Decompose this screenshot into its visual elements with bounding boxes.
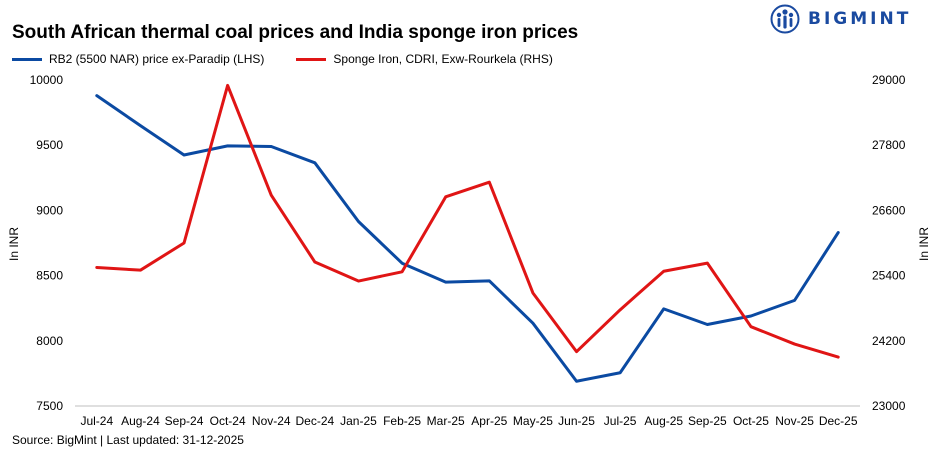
x-tick-label: May-25 [513,414,553,428]
data-point-sponge-iron [749,325,753,328]
x-tick-label: Nov-25 [775,414,814,428]
data-point-sponge-iron [357,279,360,283]
data-point-coal [575,380,578,383]
data-point-sponge-iron [182,241,186,245]
left-axis: 7500 8000 8500 9000 9500 10000 [30,73,64,413]
legend-item-coal: RB2 (5500 NAR) price ex-Paradip (LHS) [12,52,264,66]
data-point-sponge-iron [400,270,404,273]
y-tick-label-right: 29000 [872,73,906,87]
data-point-coal [357,220,360,223]
data-point-coal [531,321,535,325]
y-tick-label-left: 7500 [36,399,63,413]
x-tick-label: Jan-25 [340,414,377,428]
brand-logo: BIGMINT [770,4,911,34]
x-tick-label: Feb-25 [383,414,421,428]
y-tick-label-left: 8500 [36,269,63,283]
data-point-coal [95,94,99,97]
data-point-coal [793,299,796,302]
chart-title: South African thermal coal prices and In… [12,22,579,43]
x-tick-label: Aug-24 [121,414,160,428]
x-tick-label: Jul-25 [604,414,637,428]
data-point-sponge-iron [488,180,491,184]
data-point-sponge-iron [836,355,840,359]
legend-label-sponge-iron: Sponge Iron, CDRI, Exw-Rourkela (RHS) [333,52,553,66]
data-point-coal [749,314,753,318]
x-tick-label: Apr-25 [471,414,507,428]
data-point-coal [270,145,273,148]
y-tick-label-right: 23000 [872,399,906,413]
data-point-sponge-iron [662,270,665,273]
y-tick-label-left: 8000 [36,334,63,348]
y-tick-label-right: 26600 [872,203,906,217]
source-note: Source: BigMint | Last updated: 31-12-20… [12,433,244,447]
data-point-coal [313,161,317,165]
x-tick-label: Dec-24 [296,414,335,428]
bigmint-logo-icon [770,4,800,34]
data-point-coal [706,323,709,326]
data-point-sponge-iron [531,291,535,295]
data-point-coal [400,262,404,265]
x-tick-label: Sep-25 [688,414,727,428]
x-tick-label: Jul-24 [80,414,113,428]
x-tick-label: Oct-25 [733,414,769,428]
data-point-sponge-iron [95,266,99,269]
y-tick-label-right: 27800 [872,138,906,152]
x-tick-label: Oct-24 [210,414,246,428]
chart-legend: RB2 (5500 NAR) price ex-Paradip (LHS) Sp… [12,52,585,66]
data-point-sponge-iron [575,350,578,353]
x-tick-label: Jun-25 [558,414,595,428]
data-point-sponge-iron [444,195,447,199]
y-axis-title-right: In INR [917,227,931,261]
data-point-coal [618,371,622,374]
y-tick-label-left: 10000 [30,73,64,87]
data-point-sponge-iron [270,193,273,197]
x-tick-label: Dec-25 [819,414,858,428]
data-point-sponge-iron [313,260,317,264]
data-point-coal [139,124,142,127]
x-tick-label: Sep-24 [165,414,204,428]
right-axis: 23000 24200 25400 26600 27800 29000 [872,73,906,413]
x-tick-label: Aug-25 [644,414,683,428]
y-tick-label-left: 9500 [36,138,63,152]
legend-swatch-sponge-iron [296,57,327,61]
data-point-sponge-iron [226,84,229,87]
data-point-coal [836,231,840,234]
data-point-sponge-iron [139,268,142,272]
series-layer [95,83,840,383]
x-tick-label: Nov-24 [252,414,291,428]
series-line-sponge-iron [95,83,840,359]
legend-label-coal: RB2 (5500 NAR) price ex-Paradip (LHS) [49,52,265,66]
data-point-coal [444,280,447,284]
brand-name: BIGMINT [808,9,912,29]
series-line-coal [95,94,840,383]
x-tick-label: Mar-25 [427,414,465,428]
data-point-sponge-iron [706,261,709,265]
y-axis-title-left: In INR [7,227,21,261]
legend-swatch-coal [12,57,42,61]
data-point-coal [182,153,186,157]
legend-item-sponge-iron: Sponge Iron, CDRI, Exw-Rourkela (RHS) [296,52,553,66]
y-tick-label-left: 9000 [36,203,63,217]
data-point-sponge-iron [793,342,796,346]
x-axis: Jul-24 Aug-24 Sep-24 Oct-24 Nov-24 Dec-24 Jan-… [80,414,857,428]
y-tick-label-right: 24200 [872,334,906,348]
data-point-coal [662,307,665,311]
data-point-coal [488,279,491,283]
y-tick-label-right: 25400 [872,269,906,283]
data-point-sponge-iron [618,308,622,312]
data-point-coal [226,144,229,148]
